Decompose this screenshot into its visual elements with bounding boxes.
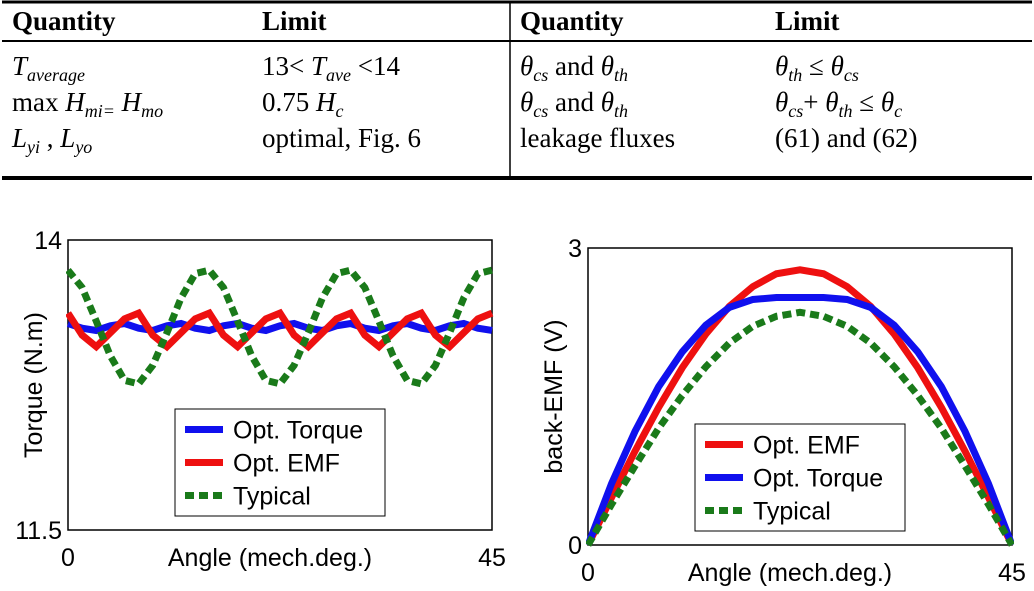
cell-text: H [64, 87, 86, 117]
table-cell: Lyi , Lyo [11, 123, 92, 157]
cell-text: , [40, 123, 60, 153]
cell-text: θ [775, 87, 788, 117]
series-line [586, 308, 1014, 547]
chart: 0 3 0 45 Angle (mech.deg.) back-EMF (V) Opt. E… [540, 235, 1026, 587]
cell-text: T [311, 51, 328, 81]
x-axis-label: Angle (mech.deg.) [688, 559, 892, 587]
cell-text: and [548, 87, 600, 117]
table-cell: θcs and θth [520, 87, 628, 121]
plot-frame [587, 247, 1013, 546]
series-line [66, 319, 493, 335]
legend-label: Opt. EMF [233, 450, 340, 478]
cell-text: θ [601, 87, 614, 117]
table-header: Quantity [12, 6, 116, 36]
table-cell: max Hmi= Hmo [12, 87, 163, 121]
subscript: cs [844, 65, 859, 85]
subscript: yi [25, 137, 40, 157]
cell-text: θ [601, 51, 614, 81]
subscript: average [27, 65, 85, 85]
cell-text: H [315, 87, 337, 117]
cell-text: + [803, 87, 825, 117]
table-cell: optimal, Fig. 6 [262, 123, 421, 153]
cell-text: (61) and (62) [775, 123, 917, 153]
cell-text: leakage fluxes [520, 123, 675, 153]
y-tick-label: 0 [568, 532, 582, 560]
subscript: cs [533, 65, 548, 85]
table-cell: 13< Tave <14 [262, 51, 400, 85]
legend-label: Opt. Torque [233, 417, 363, 445]
cell-text: θ [520, 87, 533, 117]
subscript: th [614, 101, 628, 121]
x-axis-label: Angle (mech.deg.) [168, 544, 372, 572]
cell-text: θ [825, 87, 838, 117]
table-cell: 0.75 Hc [262, 87, 344, 121]
legend-label: Typical [753, 498, 831, 526]
y-tick-label: 11.5 [15, 517, 62, 545]
cell-text: L [59, 123, 75, 153]
table-cell: θcs and θth [520, 51, 628, 85]
cell-text: optimal, Fig. 6 [262, 123, 421, 153]
x-tick-label: 0 [61, 544, 75, 572]
cell-text: <14 [351, 51, 400, 81]
cell-text: ≤ [853, 87, 881, 117]
subscript: yo [73, 137, 92, 157]
y-tick-label: 14 [34, 227, 62, 255]
series-line [586, 294, 1014, 547]
table-cell: θcs+ θth ≤ θc [775, 87, 902, 121]
subscript: th [839, 101, 853, 121]
table-header: Limit [262, 6, 327, 36]
table-cell: θth ≤ θcs [775, 51, 859, 85]
series-line [586, 266, 1014, 547]
cell-text: 0.75 [262, 87, 316, 117]
cell-text: T [12, 51, 29, 81]
legend-label: Opt. EMF [753, 432, 860, 460]
cell-text: L [11, 123, 27, 153]
subscript: c [894, 101, 902, 121]
table-cell: Taverage [12, 51, 85, 85]
subscript: mi= [85, 101, 115, 121]
cell-text: θ [775, 51, 788, 81]
plot-frame [67, 239, 493, 531]
table-cell: leakage fluxes [520, 123, 675, 153]
chart: 11.5 14 0 45 Angle (mech.deg.) Torque (N.m) Op… [15, 227, 506, 572]
table-header: Quantity [520, 6, 624, 36]
table-header: Limit [775, 6, 840, 36]
cell-text: θ [881, 87, 894, 117]
cell-text: 13< [262, 51, 311, 81]
cell-text: ≤ [802, 51, 830, 81]
x-tick-label: 45 [998, 559, 1026, 587]
subscript: th [788, 65, 802, 85]
subscript: cs [788, 101, 803, 121]
cell-text: H [115, 87, 143, 117]
y-axis-label: Torque (N.m) [20, 312, 48, 458]
cell-text: θ [520, 51, 533, 81]
cell-text: θ [831, 51, 844, 81]
subscript: mo [141, 101, 163, 121]
subscript: ave [326, 65, 351, 85]
cell-text: max [12, 87, 65, 117]
x-tick-label: 45 [478, 544, 506, 572]
cell-text: and [548, 51, 600, 81]
subscript: th [614, 65, 628, 85]
legend-label: Typical [233, 483, 311, 511]
y-axis-label: back-EMF (V) [540, 319, 568, 473]
subscript: cs [533, 101, 548, 121]
legend-label: Opt. Torque [753, 465, 883, 493]
x-tick-label: 0 [581, 559, 595, 587]
subscript: c [336, 101, 344, 121]
table [2, 0, 1032, 180]
y-tick-label: 3 [568, 235, 582, 263]
series-line [66, 308, 494, 352]
table-cell: (61) and (62) [775, 123, 917, 153]
